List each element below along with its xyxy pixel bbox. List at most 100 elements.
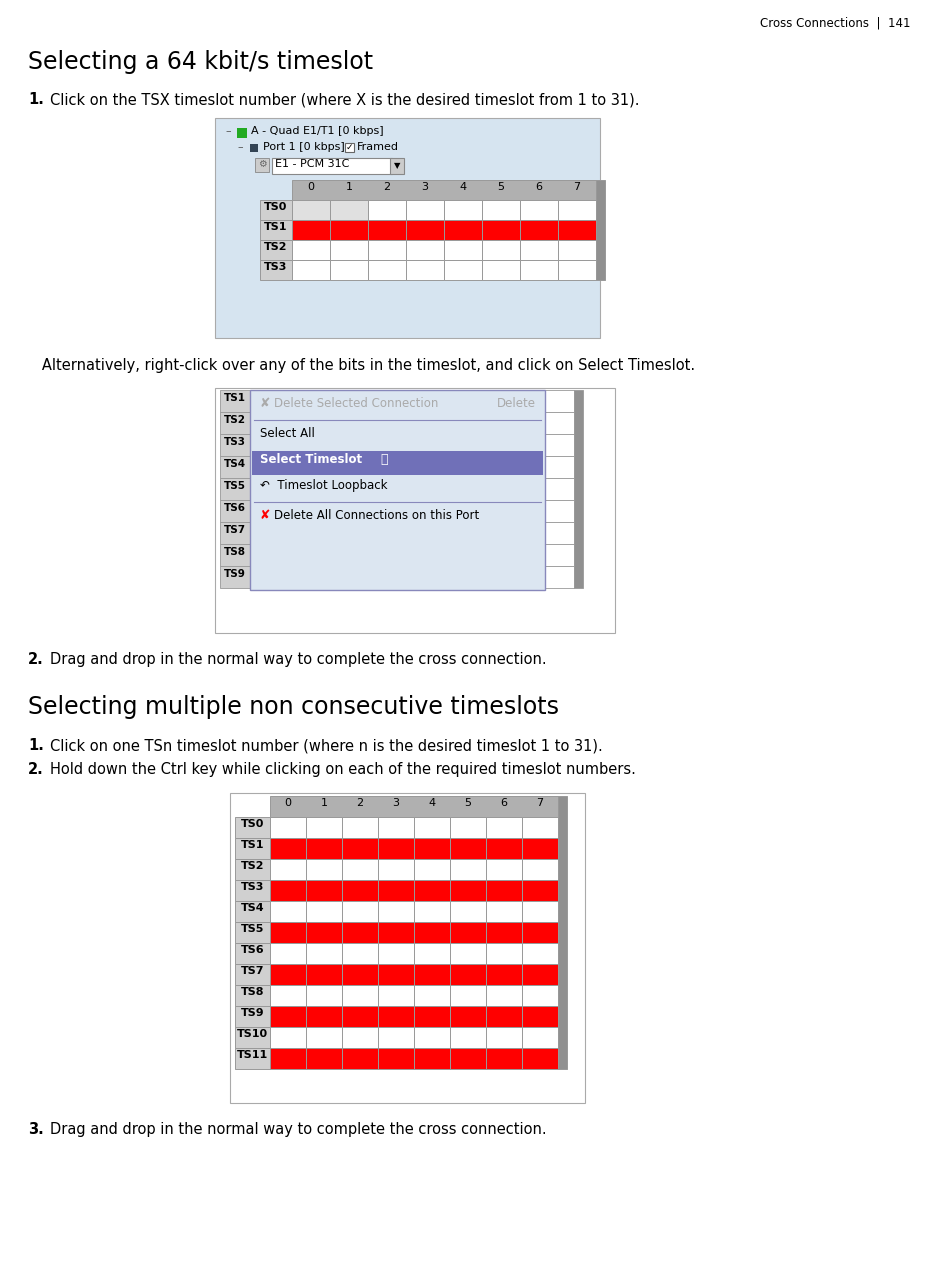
- Bar: [272, 158, 392, 174]
- Bar: [486, 817, 522, 838]
- Bar: [450, 838, 486, 859]
- Bar: [260, 220, 292, 240]
- Bar: [502, 565, 538, 589]
- Bar: [430, 500, 466, 522]
- Text: 7: 7: [573, 182, 581, 192]
- Bar: [394, 522, 430, 544]
- Bar: [270, 985, 306, 1006]
- Bar: [292, 220, 330, 240]
- Bar: [215, 118, 600, 337]
- Bar: [486, 902, 522, 922]
- Bar: [466, 434, 502, 456]
- Bar: [486, 943, 522, 963]
- Bar: [270, 1027, 306, 1048]
- Bar: [250, 456, 286, 478]
- Bar: [306, 1006, 342, 1027]
- Bar: [342, 985, 378, 1006]
- Bar: [292, 260, 330, 279]
- Bar: [482, 220, 520, 240]
- Bar: [330, 220, 368, 240]
- Bar: [306, 902, 342, 922]
- Text: TS4: TS4: [241, 903, 264, 913]
- Bar: [522, 985, 558, 1006]
- Bar: [286, 478, 322, 500]
- Bar: [394, 390, 430, 412]
- Text: Delete Selected Connection: Delete Selected Connection: [274, 397, 439, 410]
- Bar: [482, 200, 520, 220]
- Bar: [260, 200, 292, 220]
- Text: Framed: Framed: [357, 142, 399, 152]
- Bar: [522, 963, 558, 985]
- Bar: [250, 565, 286, 589]
- Bar: [486, 922, 522, 943]
- Bar: [270, 963, 306, 985]
- Bar: [414, 1006, 450, 1027]
- Bar: [450, 1006, 486, 1027]
- Text: 2.: 2.: [28, 652, 43, 667]
- Text: 4: 4: [428, 799, 436, 808]
- Bar: [235, 817, 270, 838]
- Bar: [406, 260, 444, 279]
- Text: TS7: TS7: [224, 526, 246, 535]
- Text: Click on one TSn timeslot number (where n is the desired timeslot 1 to 31).: Click on one TSn timeslot number (where …: [50, 738, 603, 753]
- Bar: [342, 943, 378, 963]
- Text: ✘: ✘: [260, 397, 270, 410]
- Bar: [286, 390, 322, 412]
- Bar: [502, 478, 538, 500]
- Bar: [342, 1027, 378, 1048]
- Text: 6: 6: [535, 182, 543, 192]
- Bar: [358, 456, 394, 478]
- Bar: [342, 902, 378, 922]
- Bar: [286, 565, 322, 589]
- Bar: [286, 522, 322, 544]
- Text: 3.: 3.: [28, 1122, 43, 1137]
- Text: TS9: TS9: [241, 1009, 264, 1018]
- Bar: [522, 1006, 558, 1027]
- Text: Delete All Connections on this Port: Delete All Connections on this Port: [274, 509, 479, 522]
- Bar: [486, 1048, 522, 1069]
- Bar: [250, 522, 286, 544]
- Bar: [292, 200, 330, 220]
- Bar: [220, 390, 250, 412]
- Text: 2: 2: [383, 182, 391, 192]
- Bar: [270, 1006, 306, 1027]
- Text: Drag and drop in the normal way to complete the cross connection.: Drag and drop in the normal way to compl…: [50, 652, 547, 667]
- Bar: [358, 565, 394, 589]
- Text: Alternatively, right-click over any of the bits in the timeslot, and click on Se: Alternatively, right-click over any of t…: [28, 358, 695, 374]
- Bar: [520, 220, 558, 240]
- Bar: [235, 963, 270, 985]
- Bar: [235, 922, 270, 943]
- Text: TS1: TS1: [264, 222, 288, 232]
- Bar: [394, 478, 430, 500]
- Bar: [558, 200, 596, 220]
- Bar: [414, 880, 450, 902]
- Bar: [235, 1006, 270, 1027]
- Bar: [342, 859, 378, 880]
- Bar: [414, 838, 450, 859]
- Bar: [522, 1048, 558, 1069]
- Bar: [306, 985, 342, 1006]
- Text: ⚙: ⚙: [258, 158, 266, 169]
- Bar: [220, 500, 250, 522]
- Text: TS1: TS1: [241, 840, 264, 850]
- Text: 6: 6: [501, 799, 507, 808]
- Bar: [502, 434, 538, 456]
- Text: TS8: TS8: [241, 987, 264, 997]
- Bar: [406, 200, 444, 220]
- Bar: [286, 500, 322, 522]
- Text: Select All: Select All: [260, 428, 315, 440]
- Text: 0: 0: [308, 182, 314, 192]
- Bar: [414, 1048, 450, 1069]
- Text: 5: 5: [465, 799, 471, 808]
- Bar: [322, 456, 358, 478]
- Bar: [486, 859, 522, 880]
- Bar: [378, 1048, 414, 1069]
- Bar: [215, 388, 615, 632]
- Bar: [322, 434, 358, 456]
- Bar: [270, 859, 306, 880]
- Bar: [430, 390, 466, 412]
- Bar: [260, 260, 292, 279]
- Bar: [322, 565, 358, 589]
- Bar: [342, 880, 378, 902]
- Bar: [342, 922, 378, 943]
